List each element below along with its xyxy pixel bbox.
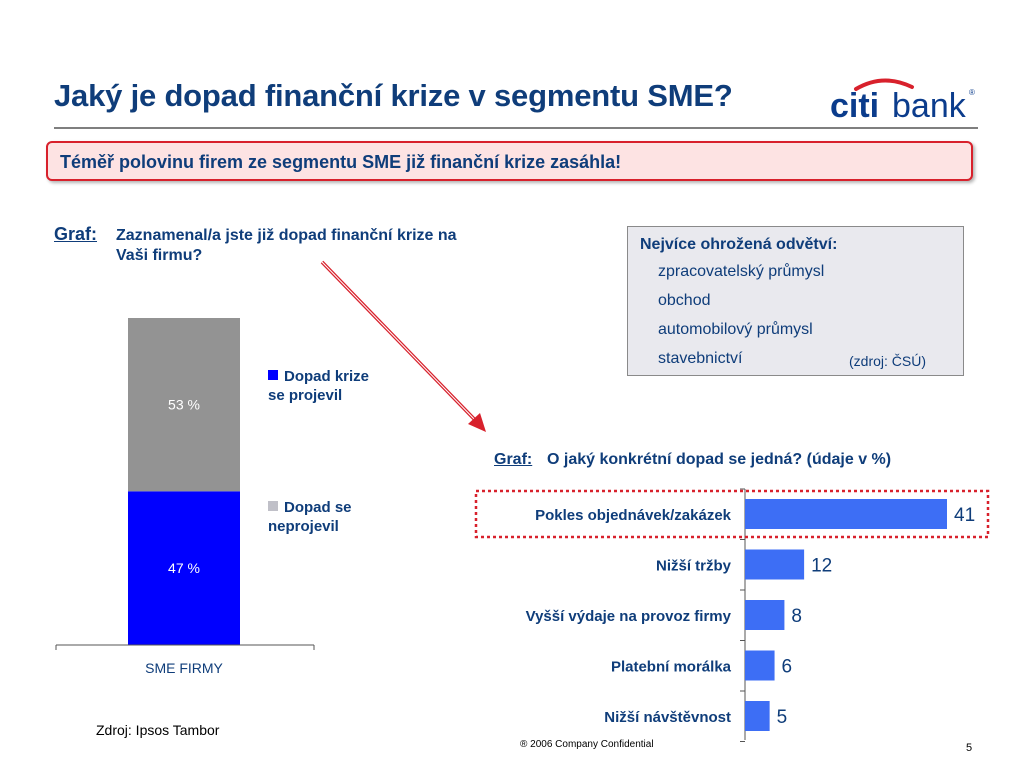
svg-text:citi: citi [830, 87, 879, 125]
footer-confidential: ® 2006 Company Confidential [520, 739, 654, 750]
value-label: 8 [791, 606, 802, 627]
citibank-logo: citi bank ® [830, 78, 975, 125]
source-note: Zdroj: Ipsos Tambor [96, 722, 220, 738]
graf-label-right: Graf: [494, 451, 533, 468]
category-label: Nižší tržby [656, 558, 732, 575]
highlight-box [474, 489, 990, 539]
title-divider [54, 127, 978, 129]
value-label: 5 [777, 707, 788, 728]
data-label: 47 % [168, 560, 200, 576]
legend-label: Dopad se neprojevil [268, 499, 352, 535]
category-label: Pokles objednávek/zakázek [535, 507, 732, 524]
legend-swatch-gray [268, 501, 278, 511]
category-label: Nižší návštěvnost [604, 709, 731, 726]
category-label: SME FIRMY [145, 660, 223, 676]
category-label: Vyšší výdaje na provoz firmy [526, 608, 732, 625]
bar [745, 650, 775, 681]
legend-swatch-blue [268, 370, 278, 380]
right-chart-question: O jaký konkrétní dopad se jedná? (údaje … [547, 451, 892, 468]
legend-item-no-impact: Dopad se neprojevil [268, 498, 388, 536]
industry-item: zpracovatelský průmysl [658, 263, 825, 280]
value-label: 41 [954, 505, 975, 526]
svg-text:bank: bank [892, 87, 967, 125]
bar [745, 600, 785, 630]
bar [745, 499, 947, 529]
legend-label: Dopad krize se projevil [268, 368, 370, 404]
left-chart-question: Zaznamenal/a jste již dopad finanční kri… [116, 227, 457, 264]
data-label: 53 % [168, 397, 200, 413]
graf-label-left: Graf: [54, 224, 98, 244]
svg-text:®: ® [969, 88, 975, 97]
page-title: Jaký je dopad finanční krize v segmentu … [54, 78, 733, 113]
value-label: 6 [782, 657, 793, 678]
stacked-bar-chart: 47 % 53 % SME FIRMY [55, 318, 315, 676]
bar-segment [128, 491, 240, 645]
industry-item: obchod [658, 292, 711, 309]
headline-banner: Téměř polovinu firem ze segmentu SME již… [46, 141, 973, 181]
banner-text: Téměř polovinu firem ze segmentu SME již… [60, 152, 622, 172]
horizontal-bar-chart: 41 Pokles objednávek/zakázek 12 Nižší tržby… [474, 488, 990, 742]
industries-heading: Nejvíce ohrožená odvětví: [640, 236, 838, 253]
bar-segment [128, 318, 240, 492]
industry-item: stavebnictví [658, 350, 743, 367]
category-label: Platební morálka [611, 659, 732, 676]
value-label: 12 [811, 556, 832, 577]
page-number: 5 [966, 742, 973, 754]
bar [745, 701, 770, 731]
industry-item: automobilový průmysl [658, 321, 813, 338]
industries-box: Nejvíce ohrožená odvětví: zpracovatelský… [627, 226, 964, 376]
bar [745, 549, 805, 580]
industries-source: (zdroj: ČSÚ) [849, 353, 927, 369]
legend-item-impact: Dopad krize se projevil [268, 367, 378, 405]
